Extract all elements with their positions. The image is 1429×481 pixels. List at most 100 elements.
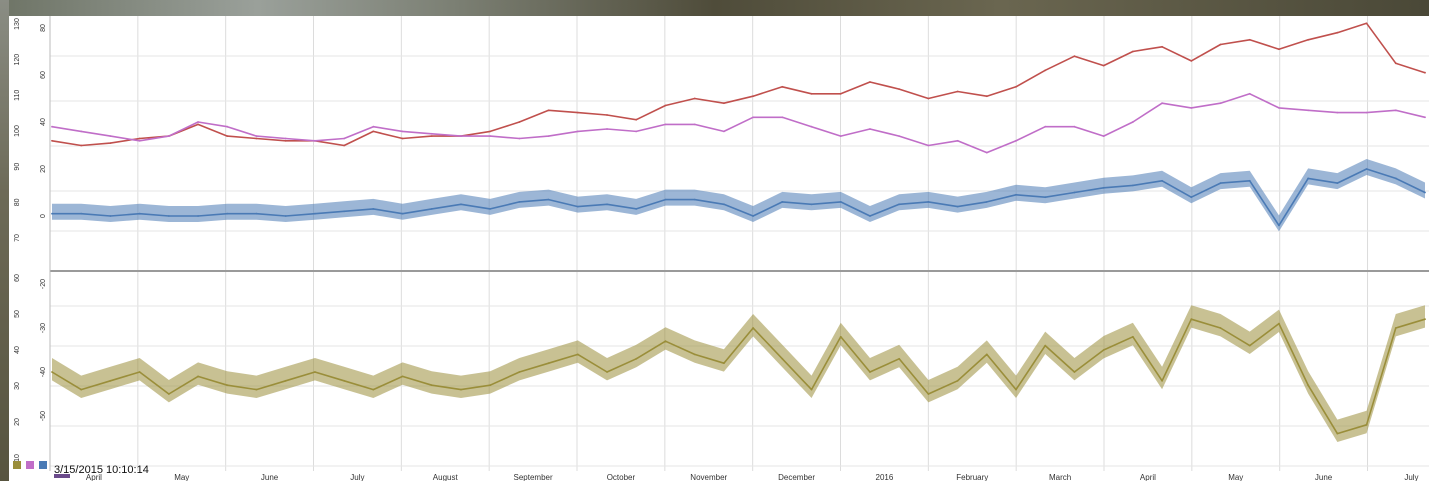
- data-point: [226, 212, 229, 215]
- series-band: [52, 305, 1425, 442]
- series-toggle-icon[interactable]: [39, 461, 47, 469]
- data-point: [839, 92, 842, 95]
- data-point: [518, 371, 521, 373]
- month-label: April: [86, 473, 102, 481]
- data-point: [956, 205, 959, 208]
- data-point: [1219, 102, 1222, 105]
- month-label: August: [433, 473, 459, 481]
- data-point: [693, 123, 696, 126]
- data-point: [226, 135, 229, 137]
- data-point: [1248, 179, 1251, 182]
- data-point: [635, 357, 638, 360]
- series-line: [51, 318, 1426, 435]
- data-point: [197, 121, 199, 123]
- data-point: [781, 85, 784, 88]
- data-point: [1015, 85, 1017, 88]
- data-point: [1424, 191, 1426, 194]
- month-label: September: [514, 473, 553, 481]
- toolbar: [13, 461, 70, 478]
- data-point: [1102, 135, 1105, 137]
- month-label: 2016: [876, 473, 894, 481]
- data-point: [693, 353, 696, 356]
- data-point: [722, 102, 725, 105]
- data-point: [635, 118, 638, 121]
- data-point: [1102, 349, 1105, 351]
- data-point: [1365, 423, 1368, 426]
- data-point: [343, 210, 346, 213]
- data-point: [138, 139, 141, 142]
- data-point: [226, 125, 229, 128]
- data-point: [1336, 111, 1339, 114]
- data-point: [1278, 322, 1280, 325]
- y-tick-label: -30: [40, 323, 47, 333]
- data-point: [576, 130, 579, 133]
- data-point: [401, 375, 404, 378]
- data-point: [51, 125, 53, 128]
- data-point: [547, 198, 550, 201]
- data-point: [284, 139, 287, 142]
- data-point: [635, 208, 638, 210]
- y-tick-label: 100: [14, 125, 21, 137]
- series-toggle-icon[interactable]: [26, 461, 34, 469]
- data-point: [1161, 379, 1163, 382]
- data-point: [1278, 224, 1280, 227]
- data-point: [1190, 318, 1193, 321]
- data-point: [693, 198, 696, 201]
- data-point: [693, 97, 696, 100]
- data-point: [372, 388, 375, 391]
- data-point: [80, 144, 83, 147]
- data-point: [138, 371, 141, 373]
- data-point: [284, 379, 287, 382]
- data-point: [1219, 182, 1222, 185]
- data-point: [1131, 50, 1134, 53]
- data-point: [1015, 388, 1017, 391]
- y-tick-label: 40: [14, 346, 21, 354]
- month-label: May: [1228, 473, 1243, 481]
- y-tick-label: 30: [14, 382, 21, 390]
- legend-icon[interactable]: [13, 461, 21, 469]
- y-axes: 130 120 110 100 90 80 70 80 60 40 20 0 60 50 40 30 20 10 -…: [14, 16, 51, 471]
- data-point: [1424, 116, 1426, 119]
- data-point: [1190, 196, 1193, 199]
- data-point: [839, 135, 842, 137]
- month-label: February: [956, 473, 988, 481]
- data-point: [1307, 384, 1310, 387]
- data-point: [547, 362, 550, 365]
- month-label: May: [174, 473, 189, 481]
- data-point: [1190, 107, 1193, 109]
- data-point: [781, 357, 784, 360]
- background-photo-left: [0, 0, 9, 481]
- data-point: [1307, 109, 1310, 112]
- data-point: [1190, 60, 1193, 62]
- y-tick-label: 0: [40, 214, 47, 218]
- data-point: [343, 379, 346, 382]
- data-point: [839, 201, 842, 203]
- data-point: [430, 208, 433, 210]
- data-point: [1015, 139, 1017, 142]
- data-point: [1131, 184, 1134, 187]
- data-point: [664, 198, 667, 201]
- data-point: [1073, 371, 1076, 373]
- data-point: [1073, 191, 1076, 194]
- data-point: [606, 371, 608, 373]
- data-point: [401, 212, 404, 215]
- data-point: [1394, 62, 1397, 65]
- y-tick-label: -50: [40, 411, 47, 421]
- data-point: [167, 135, 170, 137]
- data-point: [1102, 64, 1105, 67]
- y-tick-label: 20: [14, 418, 21, 426]
- data-point: [606, 114, 608, 116]
- data-point: [1073, 125, 1076, 128]
- y-tick-label: -20: [40, 279, 47, 289]
- y-tick-label: 50: [14, 310, 21, 318]
- timestamp: 3/15/2015 10:10:14: [54, 464, 149, 476]
- data-point: [109, 379, 112, 382]
- series-line: [52, 168, 1426, 227]
- series-line: [51, 93, 1426, 154]
- data-point: [109, 215, 112, 217]
- data-point: [898, 88, 901, 90]
- data-point: [430, 384, 433, 387]
- data-point: [956, 90, 959, 93]
- data-point: [1131, 121, 1134, 123]
- data-point: [197, 123, 199, 126]
